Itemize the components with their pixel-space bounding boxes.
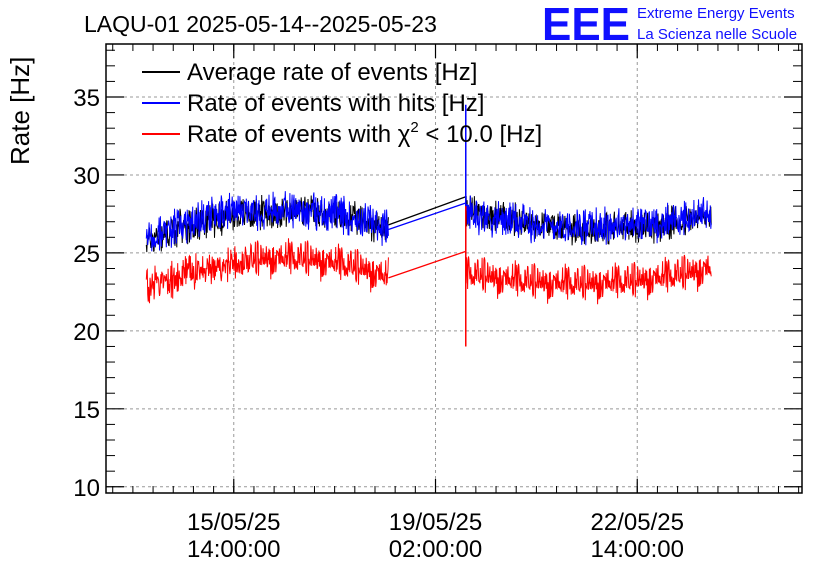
logo-eee: EEE bbox=[542, 0, 630, 50]
x-tick-time: 14:00:00 bbox=[187, 536, 280, 563]
legend-chi2-sup: 2 bbox=[410, 119, 418, 136]
legend-chi2-symbol: χ bbox=[398, 121, 411, 148]
series-gap-bridge bbox=[388, 196, 466, 226]
x-tick-date: 15/05/25 bbox=[187, 509, 280, 536]
series-line-segment bbox=[465, 195, 712, 246]
series-gap-bridge bbox=[388, 202, 466, 231]
legend-chi2-prefix: Rate of events with bbox=[187, 121, 398, 148]
y-tick-label: 35 bbox=[73, 85, 100, 112]
series-2 bbox=[145, 206, 712, 347]
legend-entry-average: Average rate of events [Hz] bbox=[142, 59, 477, 86]
legend-label-average: Average rate of events [Hz] bbox=[187, 59, 477, 86]
eee-logo: EEE Extreme Energy Events La Scienza nel… bbox=[542, 0, 797, 50]
y-axis-label: Rate [Hz] bbox=[5, 57, 35, 165]
legend-label-chi2: Rate of events with χ2 < 10.0 [Hz] bbox=[187, 119, 542, 148]
y-tick-label: 20 bbox=[73, 319, 100, 346]
x-tick-time: 02:00:00 bbox=[389, 536, 482, 563]
x-tick-date: 19/05/25 bbox=[389, 509, 482, 536]
legend-entry-hits: Rate of events with hits [Hz] bbox=[142, 90, 484, 117]
series-gap-bridge bbox=[388, 250, 466, 279]
logo-line2: La Scienza nelle Scuole bbox=[637, 26, 797, 43]
series-line-segment bbox=[145, 238, 389, 304]
chart-title: LAQU-01 2025-05-14--2025-05-23 bbox=[84, 11, 437, 37]
series-layer bbox=[145, 104, 712, 347]
series-line-segment bbox=[465, 254, 712, 305]
legend-label-hits: Rate of events with hits [Hz] bbox=[187, 90, 484, 117]
x-tick-time: 14:00:00 bbox=[591, 536, 684, 563]
y-tick-label: 30 bbox=[73, 163, 100, 190]
y-tick-label: 25 bbox=[73, 241, 100, 268]
legend: Average rate of events [Hz] Rate of even… bbox=[142, 59, 542, 148]
axes: 10152025303515/05/2514:00:0019/05/2502:0… bbox=[73, 44, 802, 563]
y-tick-label: 15 bbox=[73, 397, 100, 424]
x-tick-date: 22/05/25 bbox=[591, 509, 684, 536]
logo-line1: Extreme Energy Events bbox=[637, 5, 795, 22]
y-tick-label: 10 bbox=[73, 475, 100, 502]
series-line-segment bbox=[465, 195, 712, 246]
legend-entry-chi2: Rate of events with χ2 < 10.0 [Hz] bbox=[142, 119, 542, 148]
series-line-segment bbox=[145, 191, 389, 252]
legend-chi2-suffix: < 10.0 [Hz] bbox=[419, 121, 542, 148]
